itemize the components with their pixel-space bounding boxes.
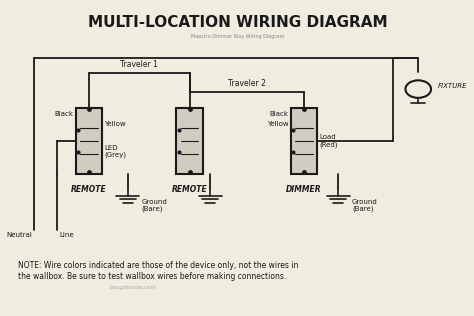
Text: Ground
(Bare): Ground (Bare) bbox=[142, 199, 167, 212]
Text: Load
(Red): Load (Red) bbox=[319, 134, 338, 148]
Text: Maestro Dimmer Way Wiring Diagram: Maestro Dimmer Way Wiring Diagram bbox=[191, 34, 284, 39]
Text: Neutral: Neutral bbox=[6, 232, 32, 238]
Bar bbox=[291, 108, 317, 174]
Bar bbox=[76, 108, 102, 174]
Text: NOTE: Wire colors indicated are those of the device only, not the wires in
the w: NOTE: Wire colors indicated are those of… bbox=[18, 261, 299, 281]
Text: Traveler 1: Traveler 1 bbox=[120, 60, 158, 69]
Text: Yellow: Yellow bbox=[104, 121, 126, 127]
Text: FIXTURE: FIXTURE bbox=[438, 83, 467, 89]
Text: LED
(Grey): LED (Grey) bbox=[104, 145, 127, 159]
Text: Black: Black bbox=[269, 111, 288, 117]
Text: Line: Line bbox=[59, 232, 74, 238]
Text: Yellow: Yellow bbox=[267, 121, 288, 127]
Text: bougatonda.com: bougatonda.com bbox=[109, 285, 156, 290]
Bar bbox=[176, 108, 203, 174]
Text: Black: Black bbox=[55, 111, 73, 117]
Text: Ground
(Bare): Ground (Bare) bbox=[352, 199, 378, 212]
Text: DIMMER: DIMMER bbox=[286, 185, 322, 194]
Text: MULTI-LOCATION WIRING DIAGRAM: MULTI-LOCATION WIRING DIAGRAM bbox=[88, 15, 387, 30]
Text: REMOTE: REMOTE bbox=[172, 185, 208, 194]
Text: Traveler 2: Traveler 2 bbox=[228, 79, 265, 88]
Text: REMOTE: REMOTE bbox=[71, 185, 107, 194]
